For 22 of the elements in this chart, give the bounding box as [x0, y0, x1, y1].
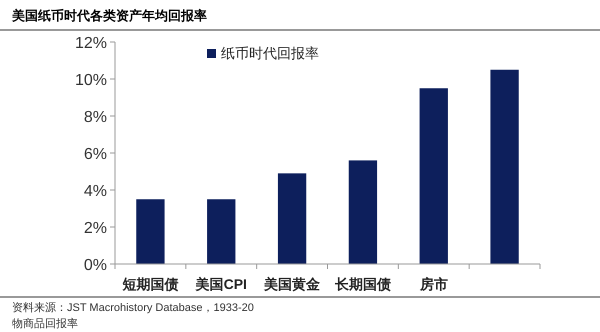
bar	[420, 88, 448, 264]
x-tick-label: 短期国债	[121, 276, 178, 292]
y-tick-label: 4%	[84, 183, 107, 200]
bar	[348, 160, 378, 264]
text: 资料来源：JST Macrohistory Database，1933-20	[12, 301, 254, 314]
y-tick-label: 0%	[84, 257, 107, 274]
bar	[490, 70, 519, 264]
x-tick-label: 房市	[418, 276, 448, 292]
legend-label: 纸币时代回报率	[221, 45, 319, 61]
bar	[136, 199, 165, 264]
y-tick-label: 2%	[84, 220, 107, 237]
y-tick-label: 10%	[74, 72, 107, 89]
bar	[278, 173, 306, 264]
y-tick-label: 6%	[84, 146, 107, 163]
text: 物商品回报率	[12, 317, 78, 330]
x-tick-label: 美国黄金	[263, 276, 322, 292]
x-tick-label: 长期国债	[334, 276, 391, 292]
bar	[207, 199, 236, 264]
chart-title: 美国纸币时代各类资产年均回报率	[11, 8, 207, 23]
y-tick-label: 8%	[84, 109, 107, 126]
y-tick-label: 12%	[74, 35, 107, 52]
x-tick-label: 美国CPI	[194, 276, 247, 292]
